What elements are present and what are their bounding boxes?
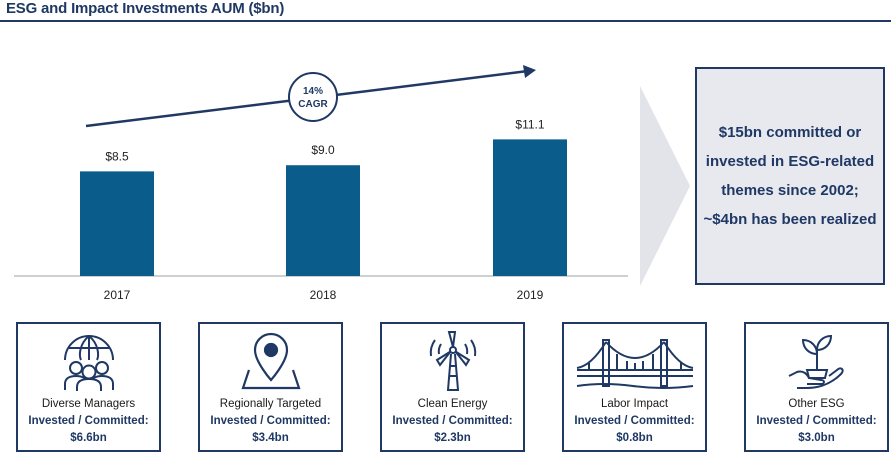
x-tick-2017: 2017	[104, 288, 131, 302]
bar-chart: $8.5 2017 $9.0 2018 $11.1 2019 14% CAGR	[14, 65, 628, 302]
people-globe-icon	[63, 335, 114, 391]
card-clean-energy: Clean Energy Invested / Committed: $2.3b…	[380, 322, 525, 452]
bar-2019	[493, 139, 567, 276]
chart-title: ESG and Impact Investments AUM ($bn)	[6, 0, 285, 17]
card-regionally-targeted: Regionally Targeted Invested / Committed…	[198, 322, 343, 452]
card-diverse-managers: Diverse Managers Invested / Committed: $…	[16, 322, 161, 452]
card-value: $2.3bn	[434, 432, 471, 444]
card-subtitle: Invested / Committed:	[28, 415, 149, 427]
card-subtitle: Invested / Committed:	[392, 415, 513, 427]
card-value: $6.6bn	[70, 432, 107, 444]
trend-arrowhead	[523, 65, 536, 78]
bar-2017	[80, 171, 154, 276]
cagr-circle	[288, 72, 338, 122]
card-name: Regionally Targeted	[219, 398, 322, 410]
card-name: Other ESG	[788, 398, 845, 410]
card-name: Labor Impact	[600, 398, 669, 410]
card-name: Diverse Managers	[41, 398, 136, 410]
card-subtitle: Invested / Committed:	[756, 415, 877, 427]
value-label-2017: $8.5	[105, 149, 129, 163]
card-labor-impact: Labor Impact Invested / Committed: $0.8b…	[562, 322, 707, 452]
card-subtitle: Invested / Committed:	[210, 415, 331, 427]
summary-callout: $15bn committed or invested in ESG-relat…	[695, 67, 885, 285]
hand-plant-icon	[788, 334, 844, 389]
cagr-badge: 14% CAGR	[288, 72, 338, 122]
cagr-percent: 14%	[303, 86, 323, 97]
x-tick-2018: 2018	[310, 288, 337, 302]
card-value: $3.0bn	[798, 432, 835, 444]
card-value: $0.8bn	[616, 432, 653, 444]
bar-2018	[286, 165, 360, 276]
card-other-esg: Other ESG Invested / Committed: $3.0bn	[744, 322, 889, 452]
cagr-label: CAGR	[298, 99, 328, 110]
callout-text: $15bn committed or invested in ESG-relat…	[703, 124, 877, 228]
value-label-2018: $9.0	[311, 143, 335, 157]
category-cards: Diverse Managers Invested / Committed: $…	[16, 322, 891, 455]
map-pin-icon	[240, 332, 301, 390]
card-value: $3.4bn	[252, 432, 289, 444]
title-divider	[0, 20, 891, 22]
x-tick-2019: 2019	[517, 288, 544, 302]
value-label-2019: $11.1	[515, 117, 544, 131]
chevron-arrow	[640, 86, 690, 286]
bridge-icon	[576, 339, 693, 389]
card-subtitle: Invested / Committed:	[574, 415, 695, 427]
card-name: Clean Energy	[417, 398, 488, 410]
wind-turbine-icon	[429, 331, 476, 391]
